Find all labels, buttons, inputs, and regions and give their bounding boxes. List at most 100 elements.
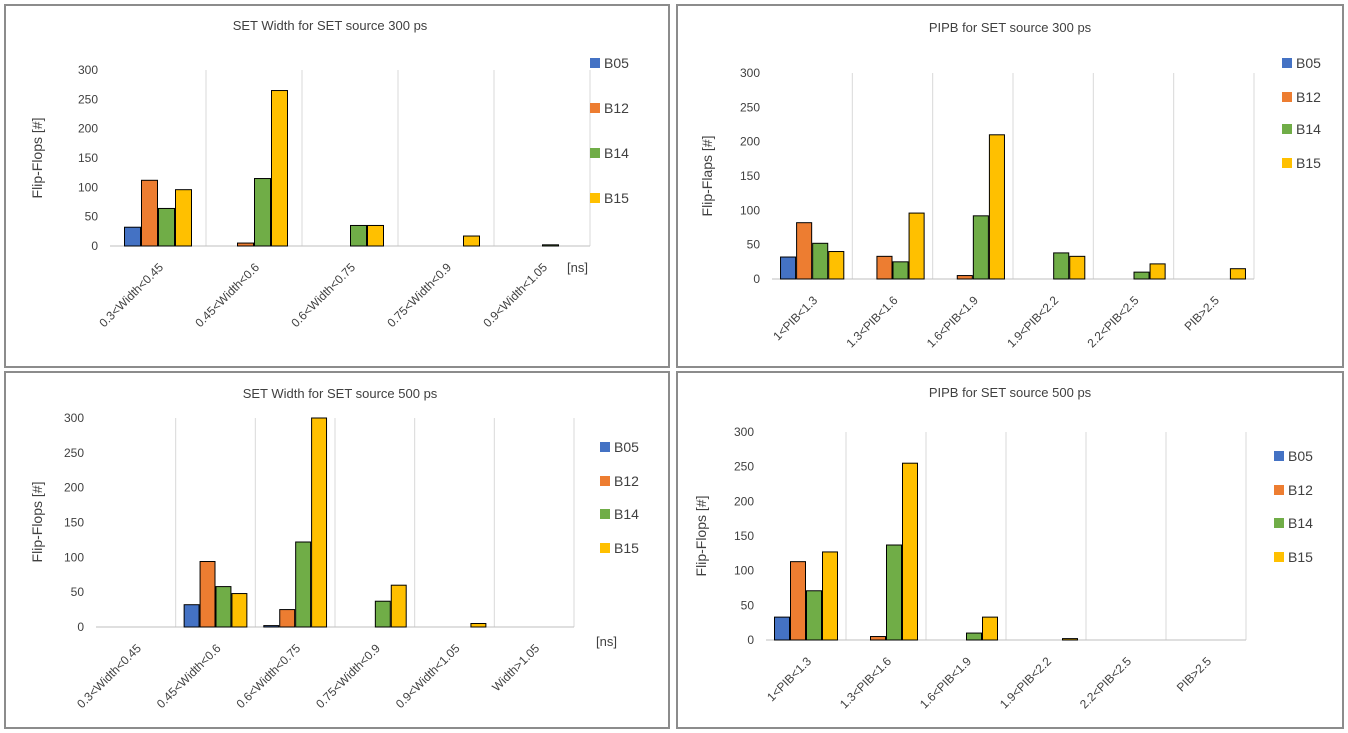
bar-b12 — [279, 609, 296, 628]
x-tick-label: 0.3<Width<0.45 — [74, 641, 144, 711]
x-tick-label: 1.3<PIB<1.6 — [844, 293, 901, 350]
y-tick-label: 100 — [740, 203, 760, 217]
x-tick-label: 2.2<PIB<2.5 — [1085, 293, 1142, 350]
bar-b14 — [966, 632, 982, 641]
y-axis-label: Flip-Flops [#] — [29, 118, 45, 199]
legend-swatch-b05 — [590, 58, 600, 68]
legend-swatch-b12 — [1274, 485, 1284, 495]
y-tick-label: 150 — [78, 151, 98, 165]
bar-b15 — [271, 90, 288, 247]
legend-label-b12: B12 — [604, 100, 629, 116]
y-tick-label: 250 — [734, 460, 754, 474]
y-tick-label: 300 — [78, 63, 98, 77]
legend-label-b12: B12 — [1288, 482, 1313, 498]
x-tick-label: 1.6<PIB<1.9 — [917, 654, 974, 711]
legend-label-b15: B15 — [1288, 549, 1313, 565]
bar-b15 — [908, 212, 925, 280]
bar-b14 — [886, 544, 902, 641]
legend-swatch-b14 — [590, 148, 600, 158]
bar-b12 — [237, 242, 254, 247]
y-tick-label: 50 — [71, 585, 85, 599]
legend-swatch-b15 — [1274, 552, 1284, 562]
legend-label-b05: B05 — [614, 439, 639, 455]
legend-swatch-b05 — [1274, 451, 1284, 461]
y-tick-label: 150 — [64, 516, 84, 530]
y-tick-label: 50 — [741, 598, 755, 612]
y-tick-label: 300 — [740, 66, 760, 80]
bar-b15 — [822, 551, 838, 641]
legend-swatch-b05 — [600, 442, 610, 452]
bar-b15 — [1062, 638, 1078, 641]
bar-b12 — [141, 179, 158, 247]
legend-swatch-b14 — [1282, 124, 1292, 134]
bar-b15 — [1149, 263, 1166, 280]
x-tick-label: 2.2<PIB<2.5 — [1077, 654, 1134, 711]
y-tick-label: 0 — [753, 272, 760, 286]
bar-b12 — [790, 561, 806, 641]
bar-b12 — [956, 275, 973, 280]
x-tick-label: PIB>2.5 — [1174, 654, 1215, 695]
legend-label-b05: B05 — [604, 55, 629, 71]
bar-b15 — [988, 134, 1005, 280]
legend-swatch-b12 — [1282, 92, 1292, 102]
x-tick-label: 0.75<Width<0.9 — [313, 641, 383, 711]
y-tick-label: 200 — [740, 135, 760, 149]
y-tick-label: 0 — [91, 239, 98, 253]
legend-label-b14: B14 — [614, 506, 639, 522]
chart-panel-set-width-300ps: SET Width for SET source 300 ps 0 50 100 150… — [4, 4, 670, 368]
x-tick-label: 1<PIB<1.3 — [770, 293, 820, 343]
x-tick-label: Width>1.05 — [489, 641, 542, 694]
y-tick-label: 200 — [78, 122, 98, 136]
legend-label-b12: B12 — [614, 473, 639, 489]
bar-b15 — [902, 462, 918, 641]
legend-label-b15: B15 — [614, 540, 639, 556]
legend-swatch-b12 — [590, 103, 600, 113]
bar-b14 — [158, 207, 175, 247]
x-tick-label: PIB>2.5 — [1182, 293, 1223, 334]
y-tick-label: 200 — [734, 494, 754, 508]
legend-label-b12: B12 — [1296, 89, 1321, 105]
legend-swatch-b15 — [600, 543, 610, 553]
chart-title: SET Width for SET source 300 ps — [233, 18, 428, 33]
bar-b15 — [175, 189, 192, 247]
legend-swatch-b15 — [1282, 158, 1292, 168]
bar-b14 — [350, 224, 367, 247]
bar-b14 — [1133, 271, 1150, 280]
y-tick-label: 150 — [734, 529, 754, 543]
chart-title: SET Width for SET source 500 ps — [243, 386, 438, 401]
bar-b14 — [215, 586, 232, 628]
chart-panel-pipb-300ps: PIPB for SET source 300 ps 0 50 100 150 200 25… — [676, 4, 1344, 368]
bar-b05 — [780, 256, 797, 280]
x-tick-label: 0.6<Width<0.75 — [233, 641, 303, 711]
bar-b14 — [1053, 252, 1070, 280]
chart-svg: SET Width for SET source 300 ps 0 50 100 150… — [29, 18, 629, 330]
chart-svg: PIPB for SET source 300 ps 0 50 100 150 200 25… — [699, 20, 1321, 350]
legend-label-b15: B15 — [604, 190, 629, 206]
x-tick-label: 0.9<Width<1.05 — [393, 641, 463, 711]
legend-label-b15: B15 — [1296, 155, 1321, 171]
legend-label-b05: B05 — [1296, 55, 1321, 71]
y-tick-label: 100 — [734, 564, 754, 578]
y-tick-label: 200 — [64, 481, 84, 495]
y-tick-label: 300 — [64, 411, 84, 425]
bar-b05 — [124, 226, 141, 247]
x-tick-label: 1.3<PIB<1.6 — [837, 654, 894, 711]
bar-b14 — [542, 244, 559, 247]
x-unit-label: [ns] — [567, 260, 588, 275]
bar-b15 — [367, 224, 384, 247]
chart-panel-set-width-500ps: SET Width for SET source 500 ps 0 50 100 150… — [4, 371, 670, 729]
bar-b14 — [972, 215, 989, 280]
y-tick-label: 250 — [64, 446, 84, 460]
legend-label-b14: B14 — [604, 145, 629, 161]
bar-b14 — [374, 600, 391, 628]
x-tick-label: 0.3<Width<0.45 — [96, 260, 166, 330]
bar-b15 — [231, 593, 248, 628]
x-tick-label: 0.6<Width<0.75 — [288, 260, 358, 330]
y-tick-label: 100 — [78, 180, 98, 194]
x-tick-label: 0.9<Width<1.05 — [480, 260, 550, 330]
x-tick-label: 1<PIB<1.3 — [764, 654, 814, 704]
bar-b12 — [199, 561, 216, 628]
bar-b05 — [263, 625, 280, 628]
x-tick-label: 0.45<Width<0.6 — [192, 260, 262, 330]
bar-b15 — [1229, 268, 1246, 280]
